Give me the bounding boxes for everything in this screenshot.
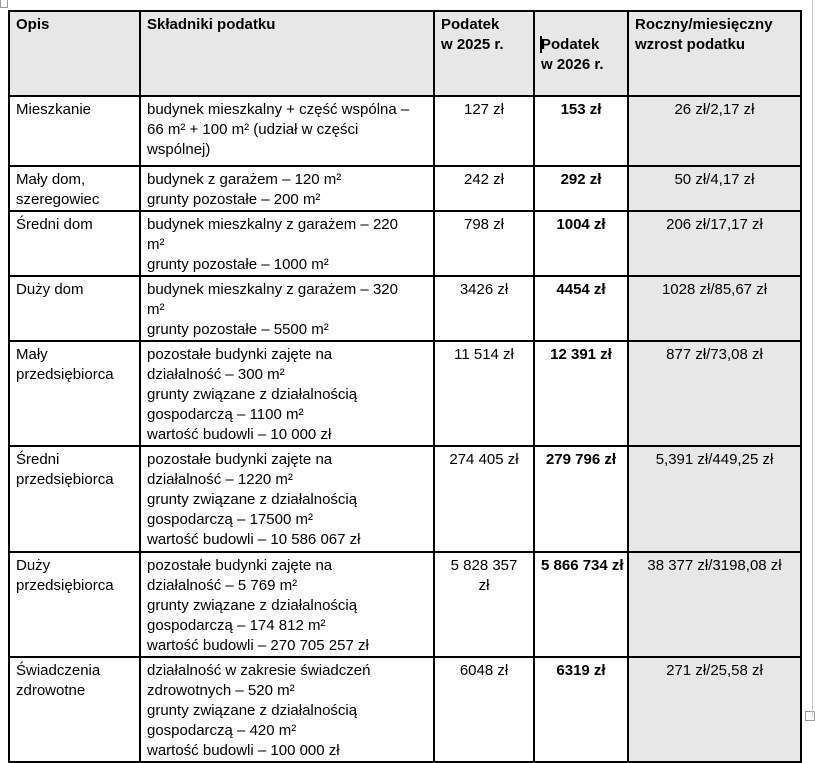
cell-wzrost: 38 377 zł/3198,08 zł: [627, 551, 802, 658]
window-edge-line: [812, 0, 813, 717]
col-header-skladniki: Składniki podatku: [139, 10, 435, 97]
col-header-podatek-2025: Podatek w 2025 r.: [433, 10, 535, 97]
table-row: Świadczenia zdrowotne działalność w zakr…: [8, 656, 802, 763]
cell-podatek-2026: 153 zł: [533, 95, 629, 167]
cell-skladniki: działalność w zakresie świadczeń zdrowot…: [139, 656, 435, 763]
cell-podatek-2026: 1004 zł: [533, 210, 629, 277]
cell-skladniki: budynek z garażem – 120 m² grunty pozost…: [139, 165, 435, 212]
cell-opis: Duży przedsiębiorca: [8, 551, 141, 658]
cell-podatek-2025: 11 514 zł: [433, 340, 535, 447]
cell-skladniki: pozostałe budynki zajęte na działalność …: [139, 551, 435, 658]
cell-podatek-2025: 274 405 zł: [433, 445, 535, 553]
cell-podatek-2026: 292 zł: [533, 165, 629, 212]
table-row: Mieszkanie budynek mieszkalny + część ws…: [8, 95, 802, 167]
table-resize-handle-icon[interactable]: [805, 711, 815, 721]
cell-podatek-2025: 6048 zł: [433, 656, 535, 763]
col-header-podatek-2026: Podatek w 2026 r.: [533, 10, 629, 97]
cell-skladniki: budynek mieszkalny + część wspólna – 66 …: [139, 95, 435, 167]
text-cursor-icon: [540, 36, 542, 53]
cell-podatek-2026: 12 391 zł: [533, 340, 629, 447]
cell-wzrost: 50 zł/4,17 zł: [627, 165, 802, 212]
cell-podatek-2025: 3426 zł: [433, 275, 535, 342]
cell-opis: Mieszkanie: [8, 95, 141, 167]
cell-skladniki: pozostałe budynki zajęte na działalność …: [139, 445, 435, 553]
cell-wzrost: 5,391 zł/449,25 zł: [627, 445, 802, 553]
table-row: Średni przedsiębiorca pozostałe budynki …: [8, 445, 802, 553]
tax-comparison-table: Opis Składniki podatku Podatek w 2025 r.…: [8, 10, 802, 763]
cell-opis: Mały przedsiębiorca: [8, 340, 141, 447]
cell-podatek-2026: 6319 zł: [533, 656, 629, 763]
cell-wzrost: 877 zł/73,08 zł: [627, 340, 802, 447]
cell-wzrost: 1028 zł/85,67 zł: [627, 275, 802, 342]
header-row: Opis Składniki podatku Podatek w 2025 r.…: [8, 10, 802, 97]
table-row: Mały przedsiębiorca pozostałe budynki za…: [8, 340, 802, 447]
cell-podatek-2025: 242 zł: [433, 165, 535, 212]
table-row: Mały dom, szeregowiec budynek z garażem …: [8, 165, 802, 212]
cell-podatek-2025: 5 828 357 zł: [433, 551, 535, 658]
cell-wzrost: 206 zł/17,17 zł: [627, 210, 802, 277]
table-row: Duży przedsiębiorca pozostałe budynki za…: [8, 551, 802, 658]
cell-opis: Świadczenia zdrowotne: [8, 656, 141, 763]
cell-opis: Średni dom: [8, 210, 141, 277]
cell-wzrost: 26 zł/2,17 zł: [627, 95, 802, 167]
cell-opis: Średni przedsiębiorca: [8, 445, 141, 553]
col-header-opis: Opis: [8, 10, 141, 97]
table-move-handle-icon[interactable]: [0, 0, 8, 8]
cell-podatek-2026: 279 796 zł: [533, 445, 629, 553]
cell-opis: Duży dom: [8, 275, 141, 342]
table-row: Duży dom budynek mieszkalny z garażem – …: [8, 275, 802, 342]
table-row: Średni dom budynek mieszkalny z garażem …: [8, 210, 802, 277]
cell-skladniki: budynek mieszkalny z garażem – 320 m² gr…: [139, 275, 435, 342]
cell-skladniki: pozostałe budynki zajęte na działalność …: [139, 340, 435, 447]
col-header-wzrost: Roczny/miesięczny wzrost podatku: [627, 10, 802, 97]
cell-skladniki: budynek mieszkalny z garażem – 220 m² gr…: [139, 210, 435, 277]
cell-opis: Mały dom, szeregowiec: [8, 165, 141, 212]
cell-podatek-2026: 4454 zł: [533, 275, 629, 342]
cell-podatek-2026: 5 866 734 zł: [533, 551, 629, 658]
cell-wzrost: 271 zł/25,58 zł: [627, 656, 802, 763]
cell-podatek-2025: 798 zł: [433, 210, 535, 277]
cell-podatek-2025: 127 zł: [433, 95, 535, 167]
col-header-podatek-2026-label: Podatek w 2026 r.: [541, 36, 604, 73]
